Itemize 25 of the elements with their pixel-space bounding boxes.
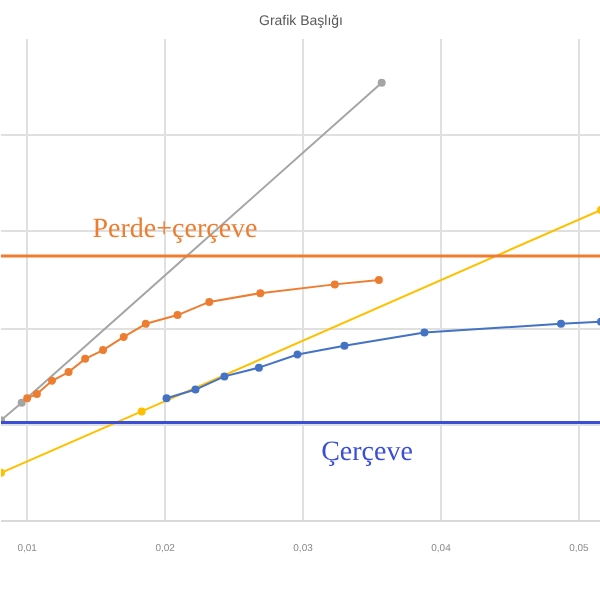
- point: [99, 346, 108, 355]
- point: [23, 394, 32, 403]
- point: [162, 394, 171, 403]
- point: [293, 350, 302, 359]
- ref-line-label: Perde+çerçeve: [92, 214, 258, 245]
- point: [330, 280, 339, 289]
- point: [81, 354, 90, 363]
- point: [141, 319, 150, 328]
- point: [374, 276, 383, 284]
- point: [256, 289, 265, 298]
- point: [557, 319, 565, 328]
- point: [254, 363, 263, 372]
- point: [340, 341, 349, 350]
- point: [377, 78, 386, 87]
- point: [205, 297, 214, 306]
- point: [17, 398, 26, 407]
- point: [220, 372, 229, 381]
- point: [32, 389, 41, 398]
- ref-line-label: Çerçeve: [321, 438, 413, 469]
- point: [119, 332, 128, 341]
- point: [64, 368, 73, 377]
- point: [420, 328, 429, 337]
- point: [191, 385, 200, 394]
- point: [173, 311, 182, 320]
- point: [48, 376, 57, 385]
